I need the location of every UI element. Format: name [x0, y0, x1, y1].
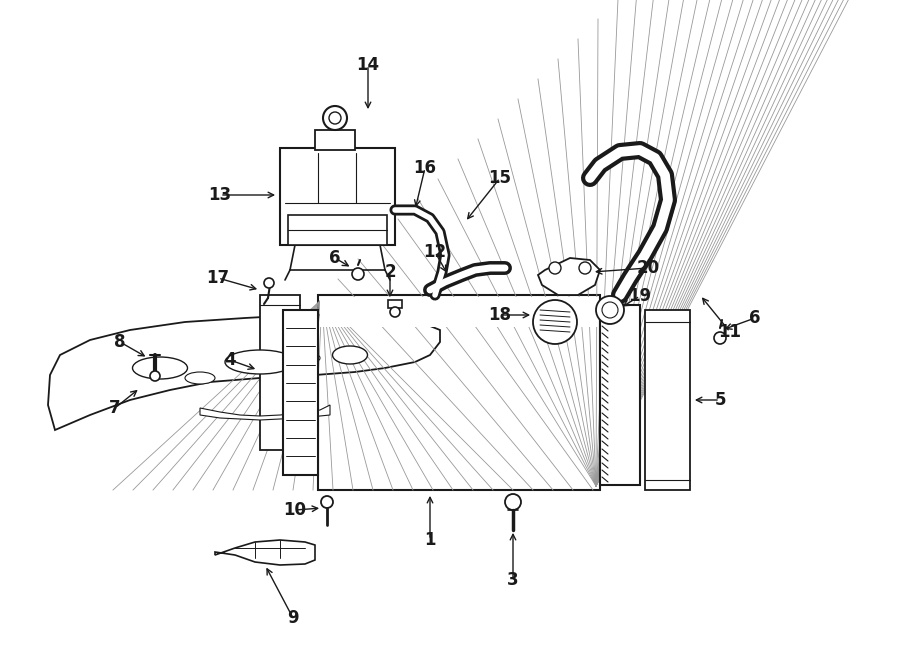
Text: 2: 2 [384, 263, 396, 281]
Circle shape [352, 268, 364, 280]
Circle shape [150, 371, 160, 381]
Text: 14: 14 [356, 56, 380, 74]
Circle shape [321, 496, 333, 508]
Text: 4: 4 [224, 351, 236, 369]
Ellipse shape [185, 372, 215, 384]
Circle shape [329, 112, 341, 124]
Bar [600, 305, 640, 485]
Text: 6: 6 [749, 309, 760, 327]
Ellipse shape [332, 346, 367, 364]
Text: 15: 15 [489, 169, 511, 187]
Circle shape [579, 262, 591, 274]
Circle shape [264, 278, 274, 288]
Polygon shape [645, 310, 690, 490]
Circle shape [549, 262, 561, 274]
Circle shape [505, 494, 521, 510]
Bar [288, 215, 387, 245]
Text: 18: 18 [489, 306, 511, 324]
Bar [320, 297, 598, 327]
Ellipse shape [300, 353, 320, 363]
Polygon shape [48, 315, 440, 430]
Circle shape [602, 302, 618, 318]
Text: 9: 9 [287, 609, 299, 627]
Ellipse shape [225, 350, 295, 374]
Text: 16: 16 [413, 159, 436, 177]
Text: 17: 17 [206, 269, 230, 287]
Text: 8: 8 [114, 333, 126, 351]
Bar [283, 310, 318, 475]
Bar [318, 295, 600, 490]
Text: 7: 7 [109, 399, 121, 417]
Text: 10: 10 [284, 501, 307, 519]
Polygon shape [538, 258, 600, 295]
Text: 1: 1 [424, 531, 436, 549]
Text: 20: 20 [636, 259, 660, 277]
Circle shape [323, 106, 347, 130]
Bar [315, 130, 355, 150]
Circle shape [533, 300, 577, 344]
Text: 11: 11 [718, 323, 742, 341]
Text: 13: 13 [209, 186, 231, 204]
Bar [280, 148, 395, 245]
Text: 5: 5 [715, 391, 725, 409]
Text: 6: 6 [329, 249, 341, 267]
Circle shape [596, 296, 624, 324]
Ellipse shape [132, 357, 187, 379]
Bar [388, 300, 402, 308]
Circle shape [714, 332, 726, 344]
Polygon shape [260, 295, 300, 450]
Text: 19: 19 [628, 287, 652, 305]
Polygon shape [215, 540, 315, 565]
Text: 12: 12 [423, 243, 446, 261]
Polygon shape [200, 405, 330, 420]
Text: 3: 3 [508, 571, 518, 589]
Circle shape [390, 307, 400, 317]
